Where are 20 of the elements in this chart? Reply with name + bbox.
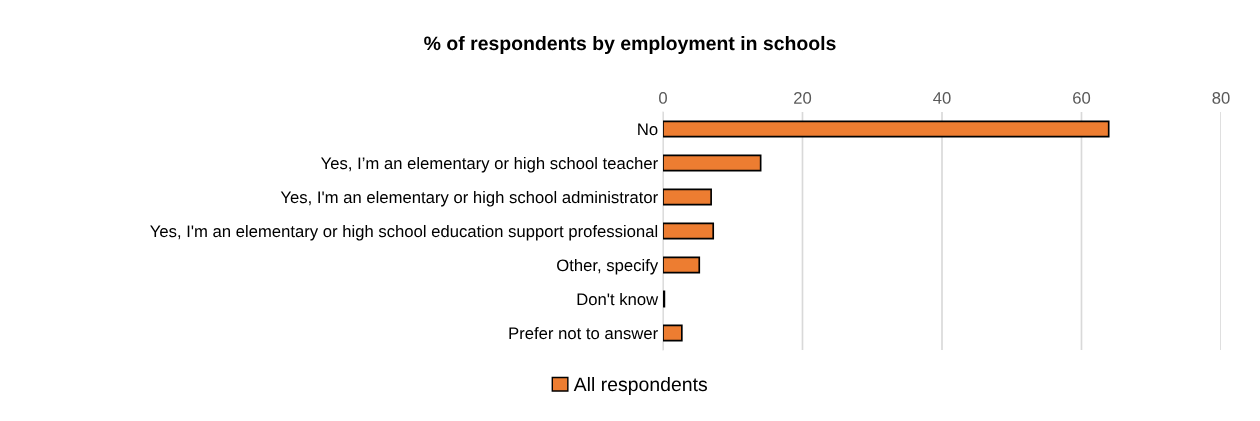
y-tick-label: Yes, I'm an elementary or high school administrator: [280, 190, 658, 207]
y-tick-label: Prefer not to answer: [509, 326, 658, 340]
legend-label: All respondents: [573, 376, 708, 396]
y-tick-label: Yes, I’m an elementary or high school teacher: [320, 156, 658, 173]
x-tick-label: 0: [659, 92, 667, 104]
bar: [663, 120, 1110, 138]
bar: [663, 188, 712, 206]
bar: [663, 324, 683, 342]
x-tick-label: 60: [1073, 92, 1091, 104]
bar: [663, 154, 762, 172]
y-tick-label: Yes, I'm an elementary or high school education support professional: [150, 224, 658, 241]
x-tick-label: 40: [933, 92, 951, 104]
x-tick-label: 20: [794, 92, 812, 104]
y-tick-label: No: [638, 123, 658, 136]
y-tick-label: Don't know: [577, 292, 659, 306]
bar: [663, 256, 701, 274]
bar: [663, 222, 715, 240]
x-tick-label: 80: [1212, 92, 1230, 104]
chart-title: % of respondents by employment in schools: [424, 35, 836, 55]
y-tick-label: Other, specify: [557, 258, 659, 275]
